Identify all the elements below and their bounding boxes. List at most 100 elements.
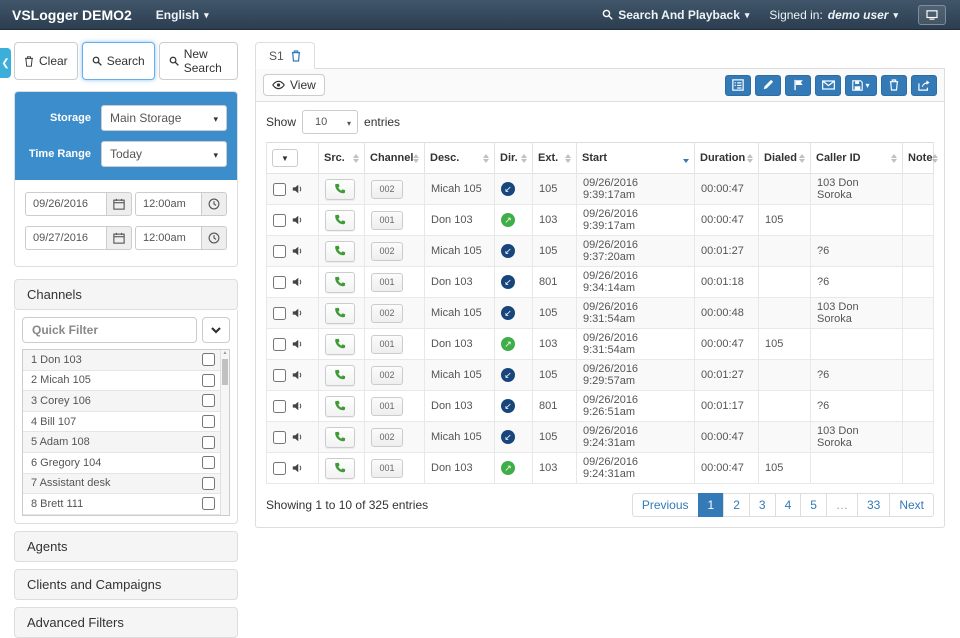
tab-s1[interactable]: S1 (255, 42, 315, 69)
storage-select[interactable]: Main Storage ▾ (101, 105, 227, 131)
channel-checkbox[interactable] (202, 415, 215, 429)
channel-checkbox[interactable] (202, 353, 215, 367)
play-call-button[interactable] (325, 271, 355, 293)
row-checkbox[interactable] (273, 399, 286, 413)
row-checkbox[interactable] (273, 244, 286, 258)
channel-list-item[interactable]: 2 Micah 105 (23, 371, 229, 392)
play-call-button[interactable] (325, 395, 355, 417)
channel-list-item[interactable]: 8 Brett 111 (23, 494, 229, 515)
agents-section-header[interactable]: Agents (14, 530, 238, 562)
channel-list-item[interactable]: 6 Gregory 104 (23, 453, 229, 474)
end-time-input[interactable] (135, 226, 201, 250)
channel-list-item[interactable]: 1 Don 103 (23, 350, 229, 371)
edit-icon-button[interactable] (755, 74, 781, 96)
play-call-button[interactable] (325, 240, 355, 262)
channel-badge[interactable]: 002 (371, 303, 403, 323)
channel-checkbox[interactable] (202, 476, 215, 490)
row-checkbox[interactable] (273, 461, 286, 475)
sort-icon[interactable] (891, 153, 897, 163)
channel-badge[interactable]: 001 (371, 396, 403, 416)
sort-icon[interactable] (353, 153, 359, 163)
sort-icon[interactable] (747, 153, 753, 163)
language-menu[interactable]: English ▾ (155, 7, 209, 22)
sort-icon[interactable] (799, 153, 805, 163)
signed-in-menu[interactable]: Signed in: demo user ▾ (769, 7, 898, 22)
export-icon-button[interactable] (911, 74, 937, 96)
channel-badge[interactable]: 001 (371, 210, 403, 230)
page-button-4[interactable]: 4 (774, 493, 802, 517)
quick-filter-input[interactable] (22, 317, 197, 343)
page-button-33[interactable]: 33 (856, 493, 891, 517)
channel-badge[interactable]: 002 (371, 241, 403, 261)
channels-section-header[interactable]: Channels (14, 279, 238, 310)
clock-icon[interactable] (201, 226, 227, 250)
clients-campaigns-section-header[interactable]: Clients and Campaigns (14, 568, 238, 600)
page-button-2[interactable]: 2 (723, 493, 750, 517)
play-call-button[interactable] (325, 333, 355, 355)
row-checkbox[interactable] (273, 275, 286, 289)
channel-list-scrollbar[interactable]: ▲ (220, 350, 229, 515)
row-checkbox[interactable] (273, 306, 286, 320)
row-checkbox[interactable] (273, 182, 286, 196)
channel-badge[interactable]: 001 (371, 458, 403, 478)
delete-icon-button[interactable] (881, 74, 907, 96)
next-page-button[interactable]: Next (889, 493, 934, 517)
page-button-5[interactable]: 5 (800, 493, 827, 517)
tasks-icon-button[interactable] (725, 74, 751, 96)
play-call-button[interactable] (325, 457, 355, 479)
sort-icon[interactable] (521, 153, 527, 163)
channel-list-item[interactable]: 5 Adam 108 (23, 432, 229, 453)
sidebar-collapse-toggle[interactable]: ❮ (0, 48, 11, 78)
channel-checkbox[interactable] (202, 373, 215, 387)
channel-list-item[interactable]: 3 Corey 106 (23, 391, 229, 412)
play-call-button[interactable] (325, 178, 355, 200)
row-checkbox[interactable] (273, 337, 286, 351)
channel-checkbox[interactable] (202, 394, 215, 408)
calendar-icon[interactable] (106, 192, 132, 216)
email-icon-button[interactable] (815, 74, 841, 96)
channel-badge[interactable]: 001 (371, 334, 403, 354)
advanced-filters-section-header[interactable]: Advanced Filters (14, 606, 238, 638)
start-date-input[interactable] (25, 192, 106, 216)
wallboard-button[interactable] (918, 4, 946, 25)
page-button-1[interactable]: 1 (697, 493, 725, 517)
row-checkbox[interactable] (273, 213, 286, 227)
channel-badge[interactable]: 002 (371, 427, 403, 447)
search-and-playback-menu[interactable]: Search And Playback ▾ (592, 0, 759, 30)
clock-icon[interactable] (201, 192, 227, 216)
search-button[interactable]: Search (81, 42, 155, 80)
channel-filter-dropdown-button[interactable] (202, 317, 230, 343)
new-search-button[interactable]: New Search (158, 42, 238, 80)
flag-icon-button[interactable] (785, 74, 811, 96)
channel-checkbox[interactable] (202, 435, 215, 449)
play-call-button[interactable] (325, 426, 355, 448)
play-call-button[interactable] (325, 209, 355, 231)
start-time-input[interactable] (135, 192, 201, 216)
channel-badge[interactable]: 001 (371, 272, 403, 292)
row-checkbox[interactable] (273, 368, 286, 382)
clear-button[interactable]: Clear (14, 42, 78, 80)
time-range-select[interactable]: Today ▾ (101, 141, 227, 167)
page-button-3[interactable]: 3 (748, 493, 776, 517)
page-size-select[interactable]: 10 ▾ (302, 110, 359, 134)
close-tab-trash-icon[interactable] (291, 49, 301, 62)
row-checkbox[interactable] (273, 430, 286, 444)
channel-badge[interactable]: 002 (371, 179, 403, 199)
calendar-icon[interactable] (106, 226, 132, 250)
sort-icon[interactable] (565, 153, 571, 163)
sort-icon[interactable] (483, 153, 489, 163)
view-button[interactable]: View (263, 74, 325, 96)
previous-page-button[interactable]: Previous (631, 493, 699, 517)
channel-checkbox[interactable] (202, 497, 215, 511)
channel-list-item[interactable]: 7 Assistant desk (23, 473, 229, 495)
sort-icon[interactable] (413, 153, 420, 163)
sort-icon[interactable] (932, 153, 939, 163)
sort-desc-icon[interactable] (683, 154, 689, 163)
channel-badge[interactable]: 002 (371, 365, 403, 385)
save-dropdown-button[interactable]: ▾ (845, 74, 877, 96)
play-call-button[interactable] (325, 302, 355, 324)
channel-list-item[interactable]: 4 Bill 107 (23, 412, 229, 433)
select-all-dropdown-button[interactable]: ▼ (272, 149, 298, 167)
play-call-button[interactable] (325, 364, 355, 386)
end-date-input[interactable] (25, 226, 106, 250)
